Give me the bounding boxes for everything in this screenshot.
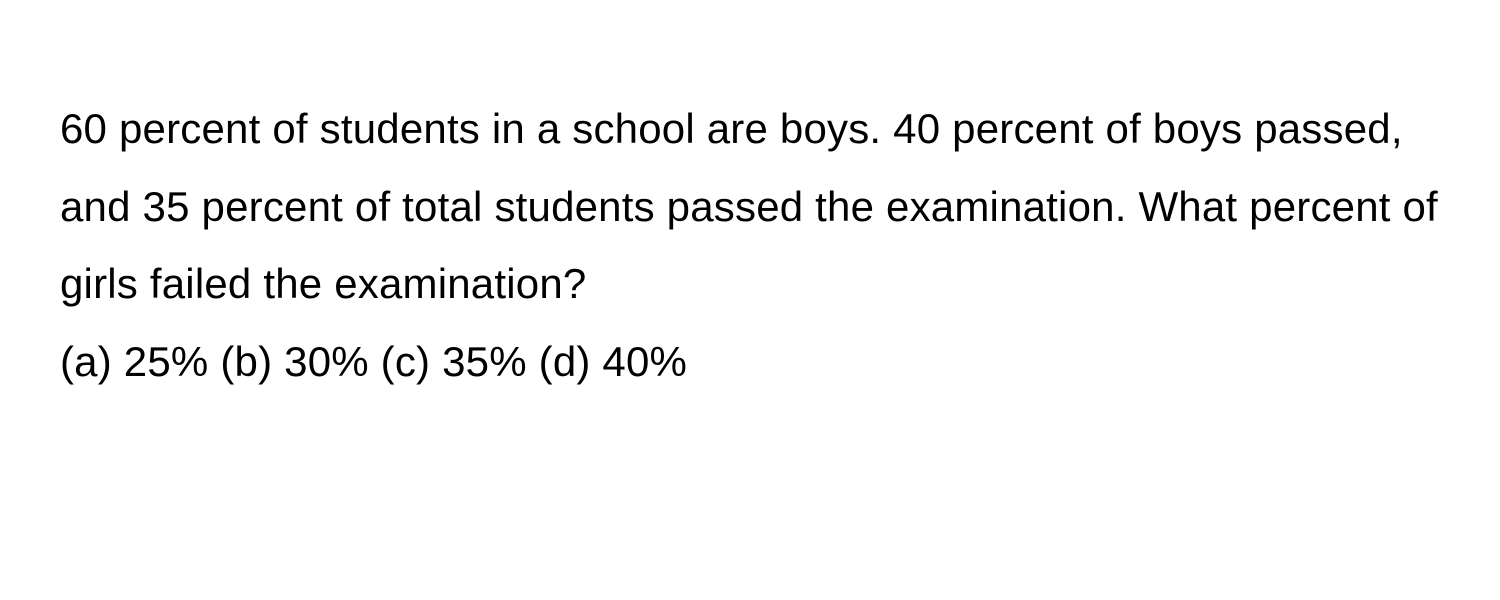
- question-body: 60 percent of students in a school are b…: [60, 90, 1440, 323]
- question-options: (a) 25% (b) 30% (c) 35% (d) 40%: [60, 323, 1440, 401]
